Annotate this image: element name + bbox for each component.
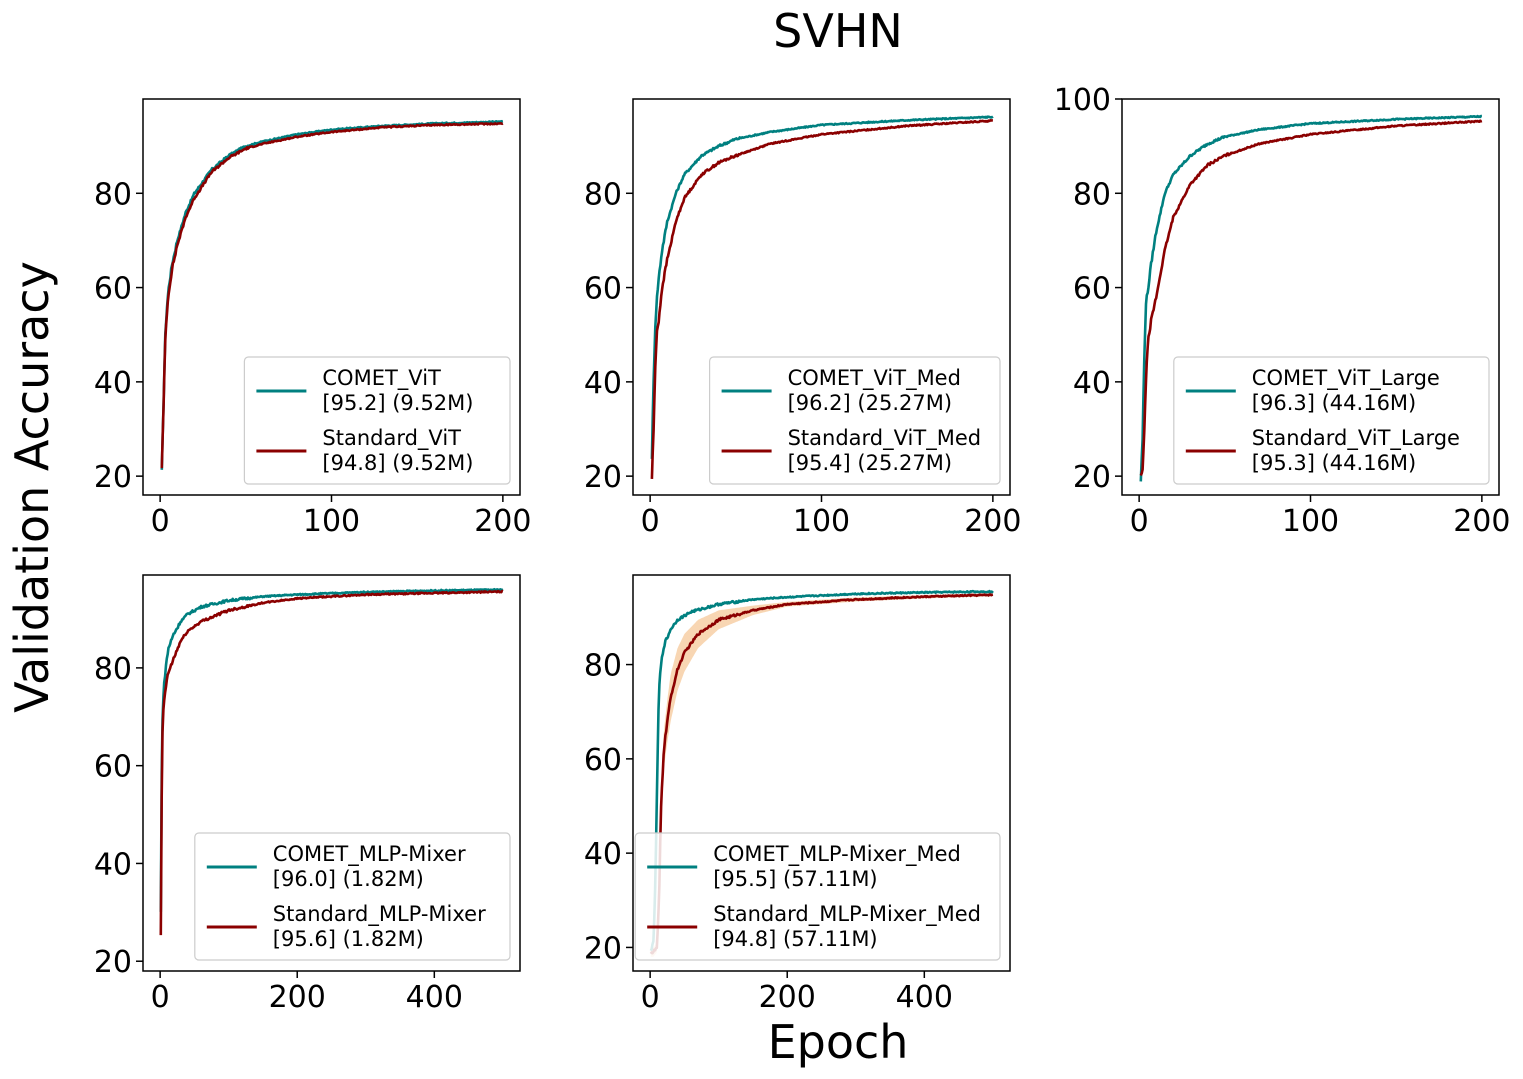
y-tick-label: 80 <box>584 649 622 684</box>
legend-entry-name: COMET_ViT_Med <box>788 366 961 391</box>
legend-entry-note: [96.3] (44.16M) <box>1252 391 1416 415</box>
series-line-standard-vit-med <box>650 119 994 479</box>
y-tick-label: 60 <box>1073 272 1111 307</box>
figure-title: SVHN <box>773 4 903 58</box>
x-tick-label: 0 <box>151 504 170 539</box>
y-tick-label: 40 <box>584 366 622 401</box>
subplot-3: 0 100 200 20 40 60 80 100 COMET_ViT_Large[96.3] … <box>1054 83 1511 539</box>
plot-area-2 <box>650 115 994 479</box>
y-tick-label: 100 <box>1054 83 1111 118</box>
y-tick-label: 40 <box>94 366 132 401</box>
legend-entry-note: [95.2] (9.52M) <box>322 391 473 415</box>
y-tick-label: 20 <box>94 460 132 495</box>
series-line-comet-mlp-mixer-med <box>649 589 994 952</box>
axes-frame <box>632 574 1011 972</box>
y-tick-label: 80 <box>94 652 132 687</box>
legend-box <box>634 832 1001 961</box>
y-tick-label: 40 <box>1073 366 1111 401</box>
series-line-comet-mlp-mixer <box>159 587 504 912</box>
x-tick-label: 200 <box>964 504 1021 539</box>
x-tick-label: 200 <box>269 980 326 1015</box>
series-line-comet-vit <box>160 119 504 470</box>
x-tick-label: 100 <box>303 504 360 539</box>
x-tick-label: 0 <box>641 504 660 539</box>
legend-entry-name: Standard_MLP-Mixer_Med <box>713 902 981 927</box>
legend: COMET_ViT_Large[96.3] (44.16M) Standard_V… <box>1173 356 1490 485</box>
y-tick-label: 60 <box>94 750 132 785</box>
series-line-standard-vit <box>160 122 504 469</box>
y-tick-label: 40 <box>94 847 132 882</box>
legend-box <box>194 832 511 961</box>
legend-entry-note: [94.8] (57.11M) <box>713 927 877 951</box>
subplot-1: 0 100 200 20 40 60 80 COMET_ViT[95.2] (9.52M) St… <box>94 98 531 539</box>
x-tick-label: 100 <box>793 504 850 539</box>
axes-frame <box>142 574 521 972</box>
legend-entry-name: Standard_MLP-Mixer <box>273 902 486 927</box>
y-tick-label: 60 <box>584 743 622 778</box>
legend-entry-name: COMET_MLP-Mixer_Med <box>713 842 961 867</box>
plot-area-5 <box>649 589 994 957</box>
series-line-standard-mlp-mixer-med <box>649 593 994 955</box>
legend-entry-note: [96.0] (1.82M) <box>273 867 424 891</box>
y-tick-label: 80 <box>1073 177 1111 212</box>
legend-entry-name: Standard_ViT_Large <box>1252 426 1460 451</box>
x-tick-label: 100 <box>1282 504 1339 539</box>
legend-entry-name: COMET_MLP-Mixer <box>273 842 466 867</box>
y-tick-label: 60 <box>584 272 622 307</box>
legend-entry-name: Standard_ViT_Med <box>788 426 981 451</box>
series-line-comet-vit-large <box>1139 114 1483 482</box>
legend: COMET_ViT[95.2] (9.52M) Standard_ViT[94.8… <box>243 356 511 485</box>
x-tick-label: 200 <box>1453 504 1510 539</box>
legend: COMET_MLP-Mixer[96.0] (1.82M) Standard_ML… <box>194 832 511 961</box>
legend-entry-note: [95.4] (25.27M) <box>788 451 952 475</box>
series-line-standard-mlp-mixer <box>159 589 504 936</box>
series-line-comet-vit-med <box>650 115 994 459</box>
plot-area-3 <box>1139 114 1483 482</box>
x-tick-label: 400 <box>896 980 953 1015</box>
subplot-2: 0 100 200 20 40 60 80 COMET_ViT_Med[96.2] (25.2… <box>584 98 1021 539</box>
y-tick-label: 80 <box>584 177 622 212</box>
y-tick-label: 80 <box>94 177 132 212</box>
subplot-4: 0 200 400 20 40 60 80 COMET_MLP-Mixer[96.0] (1.… <box>94 574 521 1015</box>
legend-entry-name: COMET_ViT <box>322 366 441 391</box>
legend-entry-note: [95.3] (44.16M) <box>1252 451 1416 475</box>
y-tick-label: 60 <box>94 272 132 307</box>
legend-entry-note: [95.6] (1.82M) <box>273 927 424 951</box>
y-tick-label: 20 <box>1073 460 1111 495</box>
figure-ylabel: Validation Accuracy <box>5 261 59 713</box>
x-tick-label: 200 <box>474 504 531 539</box>
legend-entry-note: [95.5] (57.11M) <box>713 867 877 891</box>
x-tick-label: 0 <box>641 980 660 1015</box>
x-tick-label: 0 <box>1130 504 1149 539</box>
legend: COMET_ViT_Med[96.2] (25.27M) Standard_ViT… <box>708 356 1001 485</box>
plot-area-1 <box>160 119 504 470</box>
x-tick-label: 0 <box>151 980 170 1015</box>
legend: COMET_MLP-Mixer_Med[95.5] (57.11M) Standa… <box>634 832 1001 961</box>
legend-entry-name: Standard_ViT <box>322 426 461 451</box>
x-tick-label: 400 <box>406 980 463 1015</box>
x-tick-label: 200 <box>759 980 816 1015</box>
subplot-5: 0 200 400 20 40 60 80 COMET_MLP-Mixer_Med[95.5]… <box>584 574 1011 1015</box>
plot-area-4 <box>159 587 504 936</box>
legend-entry-note: [94.8] (9.52M) <box>322 451 473 475</box>
figure-xlabel: Epoch <box>768 1015 909 1069</box>
legend-box <box>1173 356 1490 485</box>
legend-entry-note: [96.2] (25.27M) <box>788 391 952 415</box>
legend-box <box>243 356 511 485</box>
y-tick-label: 20 <box>584 931 622 966</box>
y-tick-label: 20 <box>584 460 622 495</box>
y-tick-label: 40 <box>584 837 622 872</box>
y-tick-label: 20 <box>94 945 132 980</box>
legend-box <box>708 356 1001 485</box>
series-line-standard-vit-large <box>1139 119 1483 477</box>
legend-entry-name: COMET_ViT_Large <box>1252 366 1440 391</box>
